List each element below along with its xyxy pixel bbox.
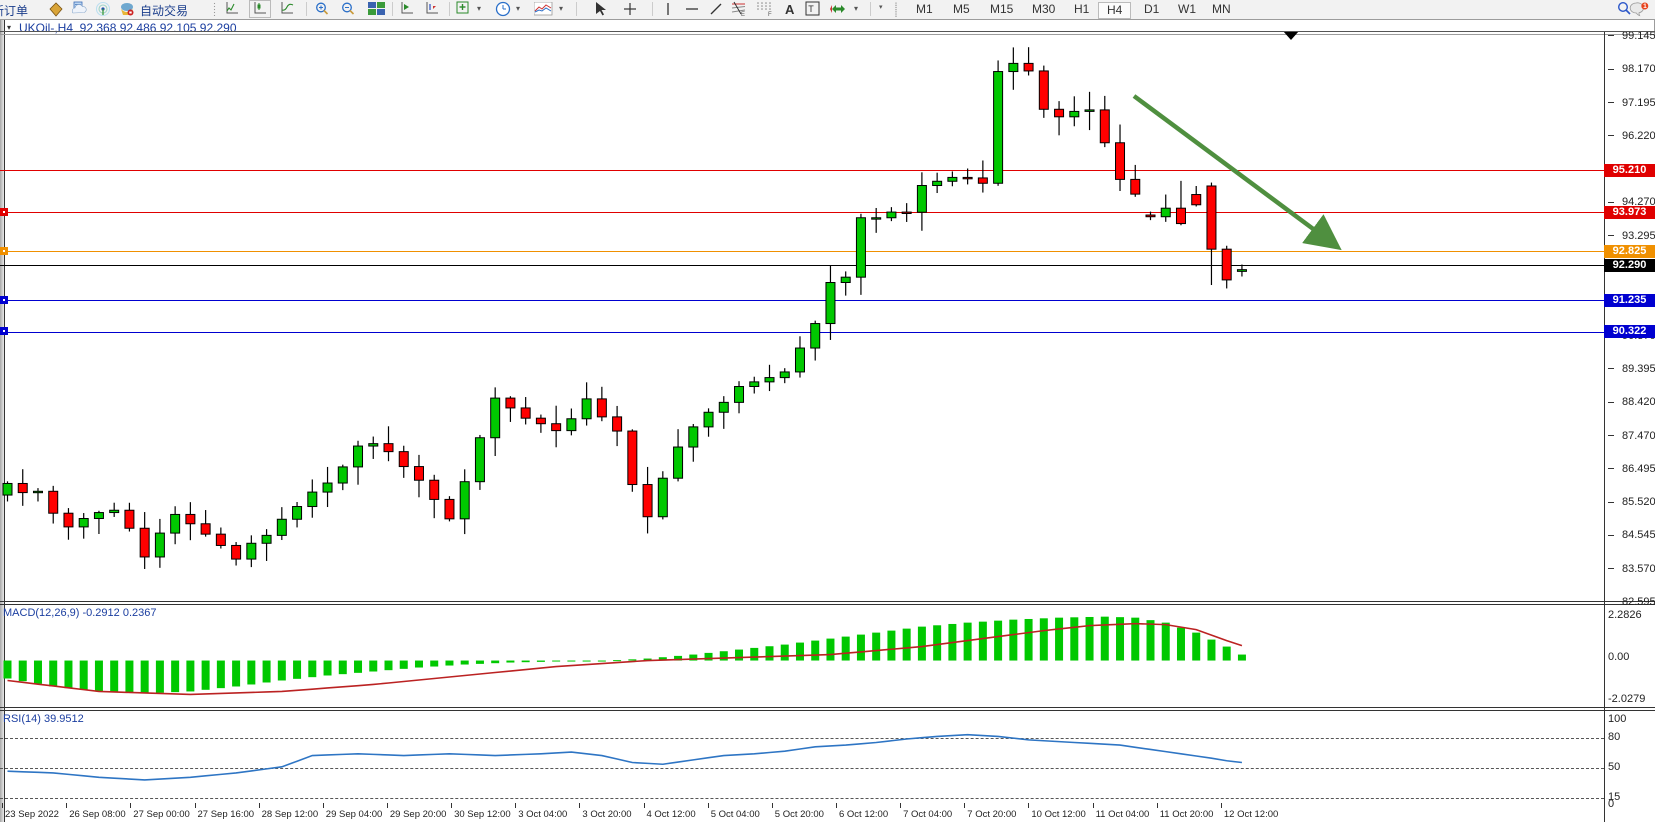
svg-text:E: E	[741, 12, 745, 17]
svg-text:1: 1	[1643, 3, 1647, 10]
svg-text:F: F	[768, 12, 772, 16]
svg-text:T: T	[808, 4, 814, 14]
